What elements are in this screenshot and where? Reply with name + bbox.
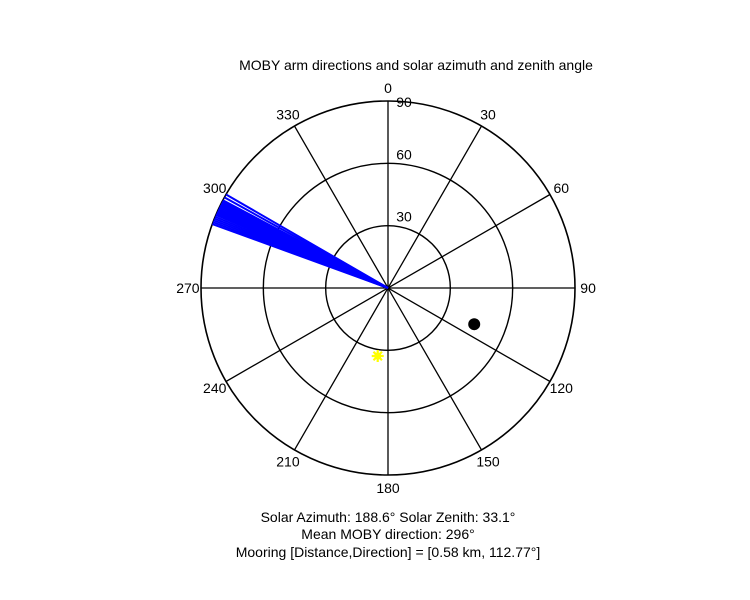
markers — [371, 318, 481, 363]
mean-direction-text: Mean MOBY direction: 296° — [301, 526, 474, 542]
radial-tick-label-60: 60 — [396, 146, 412, 162]
angle-tick-label-210: 210 — [276, 453, 300, 469]
tick-labels: 0 30 60 90 120 150 180 210 240 270 300 330 30 60 90 — [176, 80, 596, 496]
angle-tick-label-150: 150 — [476, 453, 500, 469]
angle-tick-label-330: 330 — [276, 107, 300, 123]
solar-info-text: Solar Azimuth: 188.6° Solar Zenith: 33.1… — [261, 509, 516, 525]
info-block: Solar Azimuth: 188.6° Solar Zenith: 33.1… — [236, 509, 541, 560]
radial-tick-label-30: 30 — [396, 209, 412, 225]
radial-tick-label-90: 90 — [396, 94, 412, 110]
angle-tick-label-180: 180 — [376, 480, 400, 496]
angle-tick-label-120: 120 — [550, 380, 574, 396]
mooring-position-marker — [468, 318, 481, 331]
angle-tick-label-30: 30 — [480, 107, 496, 123]
angle-tick-label-270: 270 — [176, 280, 200, 296]
angle-tick-label-0: 0 — [384, 80, 392, 96]
arm-direction-line-17 — [225, 193, 389, 289]
moby-arm-directions — [211, 193, 389, 289]
sun-position-marker — [371, 350, 384, 363]
mooring-info-text: Mooring [Distance,Direction] = [0.58 km,… — [236, 544, 541, 560]
angle-tick-label-240: 240 — [203, 380, 227, 396]
angle-tick-label-300: 300 — [203, 180, 227, 196]
angle-tick-label-90: 90 — [580, 280, 596, 296]
angle-tick-label-60: 60 — [553, 180, 569, 196]
chart-title: MOBY arm directions and solar azimuth an… — [239, 57, 593, 73]
